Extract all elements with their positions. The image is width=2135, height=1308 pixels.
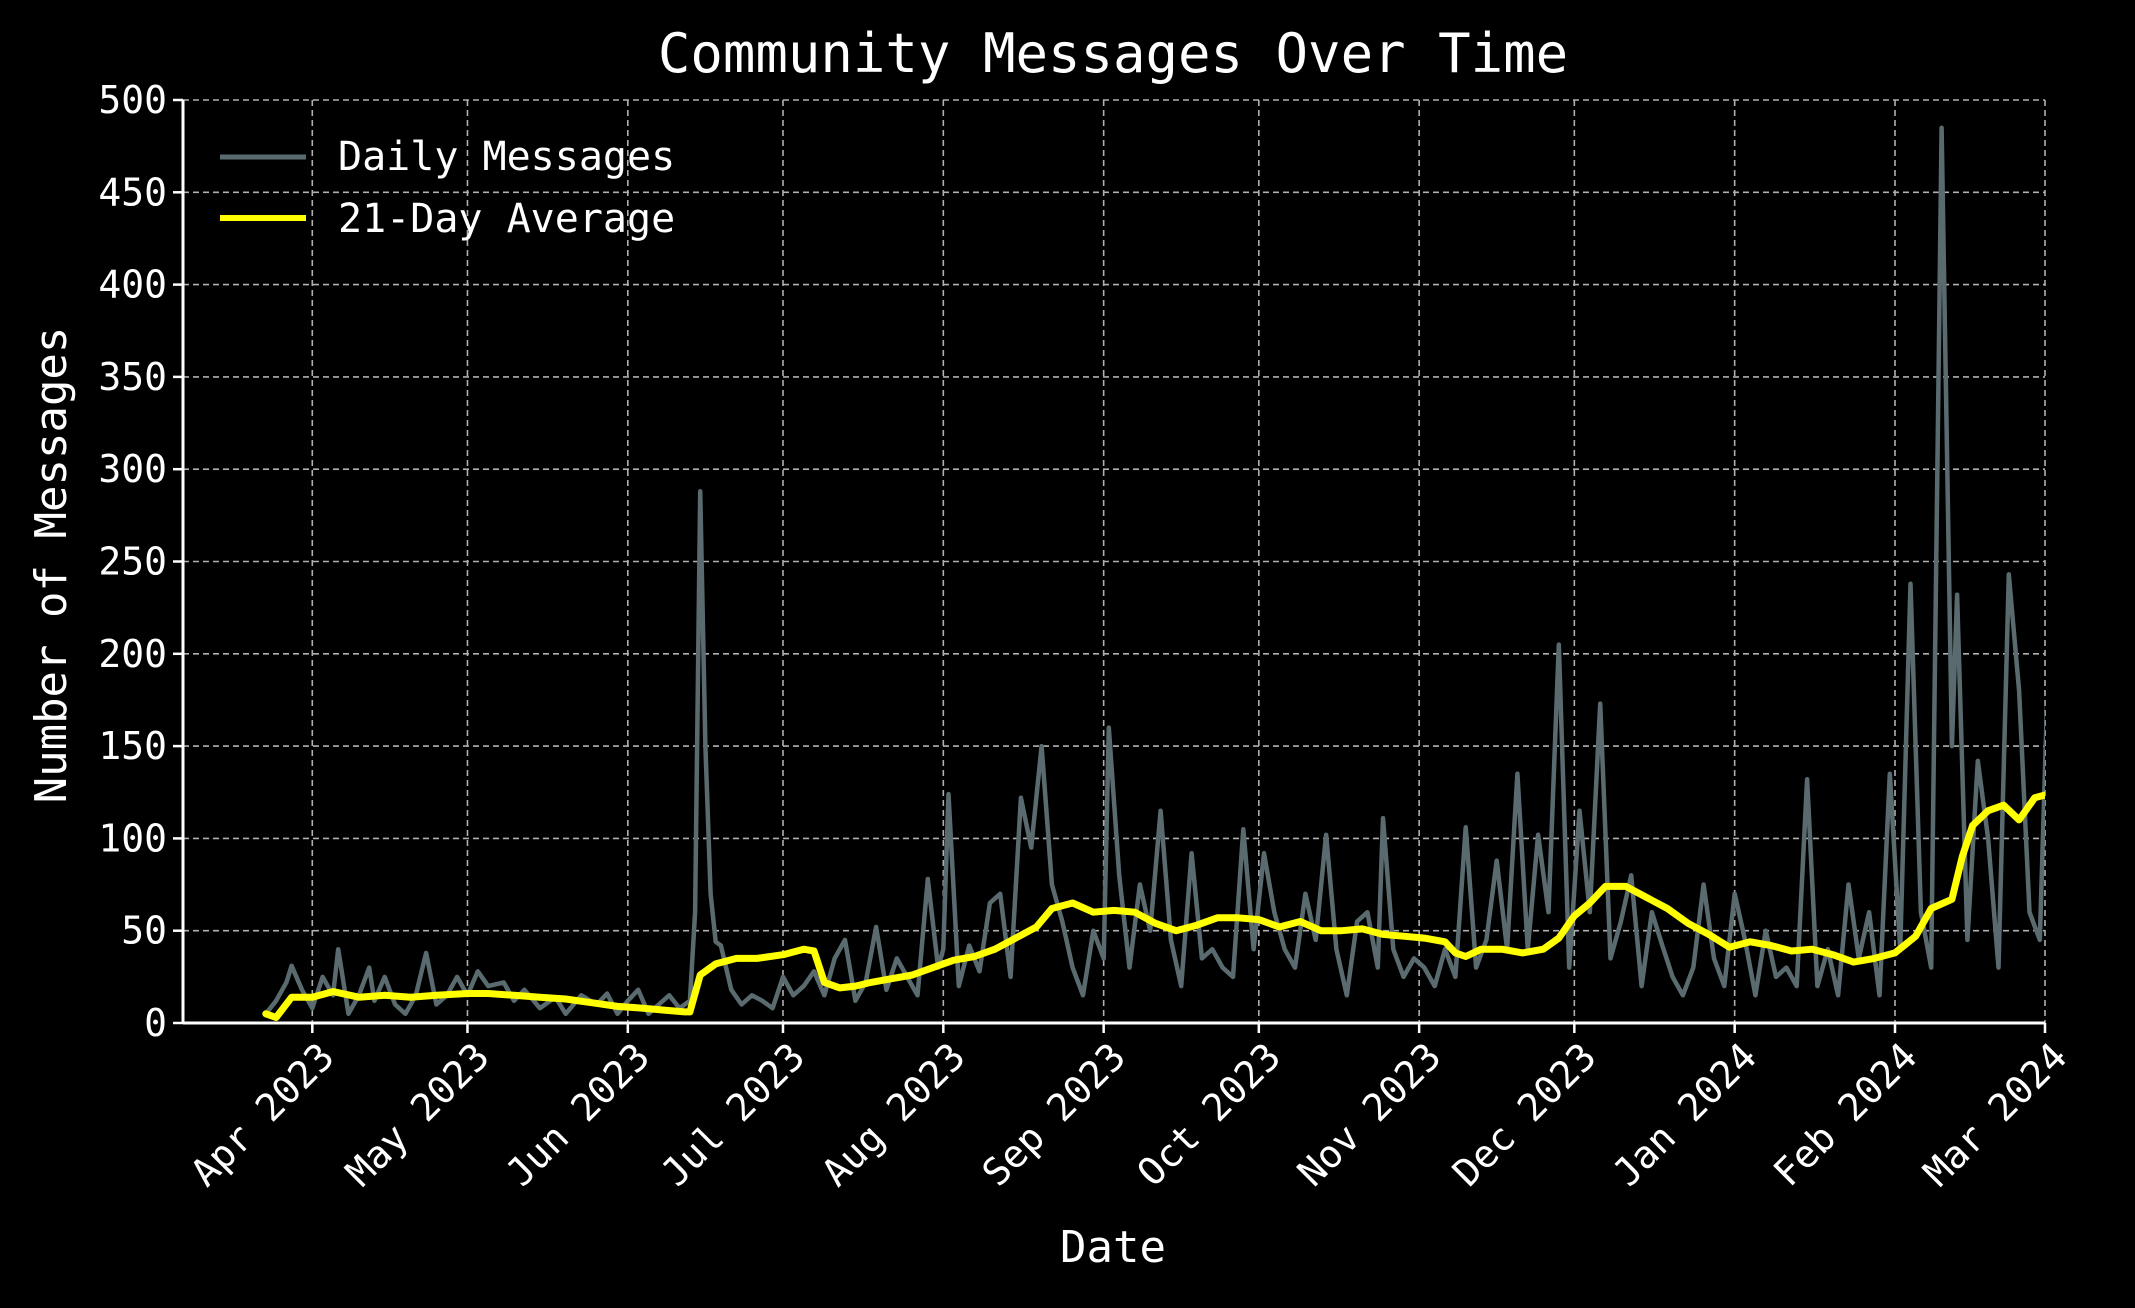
- legend-label-average: 21-Day Average: [338, 196, 675, 242]
- y-tick-label: 450: [98, 170, 167, 214]
- y-tick-label: 350: [98, 355, 167, 399]
- y-axis-label: Number of Messages: [26, 327, 77, 804]
- legend-label-daily: Daily Messages: [338, 134, 675, 180]
- grid: [183, 99, 2046, 1024]
- y-tick-label: 500: [98, 78, 167, 122]
- y-tick-label: 400: [98, 263, 167, 307]
- legend: Daily Messages 21-Day Average: [220, 134, 675, 242]
- y-tick-label: 300: [98, 447, 167, 491]
- series-line-21-day-average: [262, 791, 2045, 1021]
- y-tick-label: 200: [98, 632, 167, 676]
- x-axis-label: Date: [1060, 1222, 1166, 1273]
- y-tick-label: 100: [98, 816, 167, 860]
- chart-title: Community Messages Over Time: [658, 22, 1568, 85]
- series-line-daily-messages: [263, 125, 2045, 1017]
- y-tick-label: 50: [121, 909, 167, 953]
- series: [262, 125, 2045, 1021]
- y-tick-label: 150: [98, 724, 167, 768]
- y-tick-label: 0: [144, 1001, 167, 1045]
- y-tick-label: 250: [98, 540, 167, 584]
